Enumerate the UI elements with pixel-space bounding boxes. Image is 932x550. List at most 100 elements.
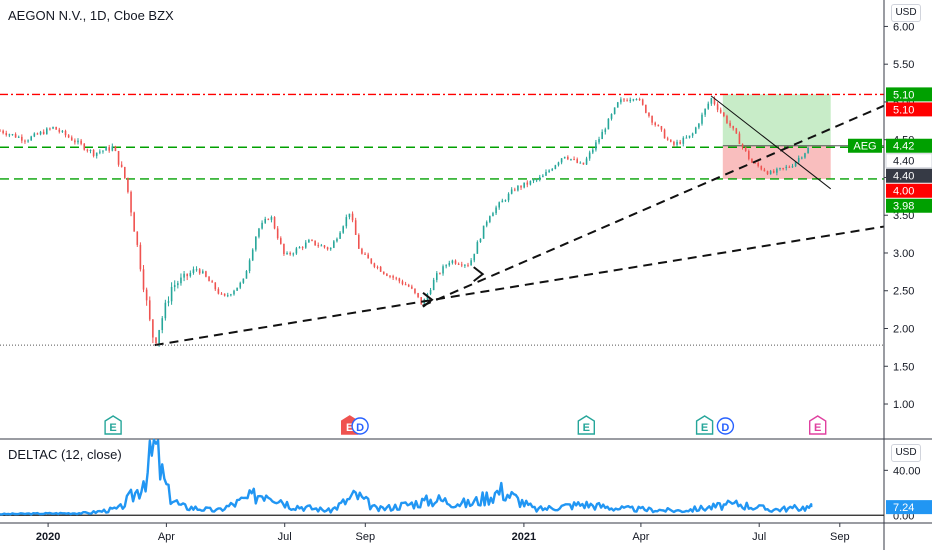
candle-body [308, 240, 310, 243]
candle-body [192, 269, 195, 273]
candle-body [401, 281, 404, 285]
candle-body [317, 245, 320, 247]
candle-body [217, 289, 220, 294]
earnings-marker [809, 415, 827, 435]
candle-body [177, 283, 179, 286]
candle-body [411, 286, 413, 289]
candle-body [230, 294, 232, 296]
currency-badge[interactable]: USD [891, 4, 921, 22]
candle-body [17, 136, 20, 138]
candle-body [691, 133, 694, 136]
candle-body [289, 252, 291, 255]
candle-body [152, 319, 154, 338]
candle-body [670, 139, 672, 142]
candle-body [660, 126, 663, 130]
candle-body [186, 273, 188, 277]
candle-body [679, 141, 681, 144]
y-tick-label: 1.00 [893, 399, 914, 411]
candle-body [189, 272, 192, 277]
candle-body [804, 153, 806, 158]
candle-body [180, 277, 182, 284]
candle-body [801, 157, 803, 159]
symbol-title[interactable]: AEGON N.V., 1D, Cboe BZX [8, 8, 174, 23]
candle-body [248, 260, 251, 272]
indicator-title[interactable]: DELTAC (12, close) [8, 447, 122, 462]
dividend-marker [351, 417, 369, 435]
candle-body [719, 109, 722, 113]
candle-body [635, 99, 638, 101]
candle-body [39, 131, 42, 135]
candle-body [61, 130, 64, 132]
candle-body [364, 253, 366, 255]
candle-body [595, 142, 597, 150]
price-label-box-last [886, 168, 932, 183]
candle-body [645, 104, 647, 113]
candle-body [386, 273, 388, 276]
candle-body [264, 218, 266, 223]
y-tick-label: 6.00 [893, 21, 914, 33]
candle-body [520, 185, 522, 188]
candle-body [398, 278, 401, 282]
candle-body [529, 180, 532, 185]
candle-body [226, 295, 229, 297]
candle-body [395, 277, 398, 279]
candle-body [666, 138, 669, 140]
trendlines [0, 95, 885, 347]
candle-body [464, 264, 466, 266]
candle-body [220, 293, 223, 295]
candle-body [74, 140, 76, 143]
candle-body [704, 108, 706, 115]
candle-body [751, 158, 753, 163]
candle-body [164, 302, 167, 319]
candle-body [648, 112, 650, 116]
earnings-marker [695, 415, 714, 435]
candle-body [58, 129, 61, 132]
candle-body [429, 290, 432, 295]
candle-body [729, 122, 731, 126]
candle-body [407, 284, 410, 287]
candle-body [651, 115, 653, 123]
x-tick-label: Jul [278, 531, 292, 543]
event-letter-3: E [583, 422, 590, 434]
price-label-last: 4.40 [893, 171, 914, 183]
candle-body [195, 269, 198, 271]
candle-body [523, 182, 525, 188]
candle-body [716, 104, 719, 110]
earnings-marker [577, 415, 595, 435]
candle-body [8, 134, 11, 136]
candle-body [613, 107, 616, 115]
candle-body [86, 149, 89, 151]
y-tick-label: 1.50 [893, 361, 914, 373]
indicator-currency-badge[interactable]: USD [891, 444, 921, 462]
candle-body [270, 217, 273, 220]
candle-body [588, 152, 591, 159]
candle-body [563, 156, 566, 159]
candle-body [283, 243, 285, 255]
price-label-box-stop [886, 183, 932, 198]
x-tick-label: Apr [632, 531, 649, 543]
candle-body [286, 252, 288, 255]
position-zones [722, 94, 884, 179]
candle-body [448, 262, 451, 266]
candle-body [794, 161, 797, 167]
candle-body [130, 191, 132, 213]
candle-body [757, 163, 759, 167]
candle-body [629, 99, 632, 102]
candle-body [142, 269, 145, 290]
x-tick-label: Apr [158, 531, 175, 543]
y-tick-label: 2.00 [893, 324, 914, 336]
candle-body [654, 122, 656, 125]
candle-body [77, 140, 79, 143]
candle-body [738, 133, 741, 145]
candle-body [354, 220, 357, 235]
price-label-stop: 4.00 [893, 186, 914, 198]
y-tick-label: 3.50 [893, 210, 914, 222]
event-letter-6: E [814, 422, 821, 434]
candle-body [442, 266, 444, 274]
candle-body [760, 166, 763, 170]
trendline-solid-2 [710, 95, 832, 190]
candle-body [251, 249, 254, 261]
candle-body [83, 143, 86, 150]
